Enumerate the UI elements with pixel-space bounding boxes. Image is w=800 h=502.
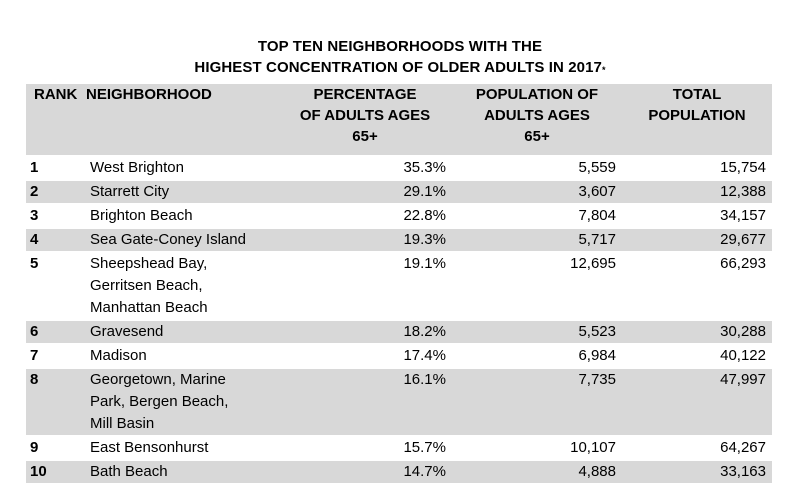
percentage-cell: 18.2% [278,320,452,345]
header-population-65-line-1: POPULATION OF [475,86,599,103]
population-65-cell: 3,607 [452,180,622,205]
table-body: 1 West Brighton 35.3% 5,559 15,754 2 Starrett … [26,156,772,485]
neighborhood-line: Gravesend [90,323,164,340]
percentage-cell: 22.8% [278,204,452,229]
rank-cell: 8 [26,368,82,437]
population-65-cell: 5,559 [452,156,622,181]
table-row: 8 Georgetown, Marine Park, Bergen Beach, Mi… [26,368,772,437]
table-row: 10 Bath Beach 14.7% 4,888 33,163 [26,460,772,485]
header-row: RANK NEIGHBORHOOD PERCENTAGE OF ADULTS A… [26,84,772,157]
total-population-cell: 64,267 [622,436,772,461]
neighborhood-line: Madison [90,347,147,364]
neighborhood-line: Sheepshead Bay, [90,255,208,272]
header-total-population: TOTAL POPULATION [622,84,772,157]
population-65-cell: 4,888 [452,460,622,485]
neighborhood-line: Mill Basin [90,415,155,432]
total-population-cell: 33,163 [622,460,772,485]
neighborhood-line: Park, Bergen Beach, [90,393,229,410]
table-row: 7 Madison 17.4% 6,984 40,122 [26,344,772,369]
table-row: 3 Brighton Beach 22.8% 7,804 34,157 [26,204,772,229]
rank-cell: 9 [26,436,82,461]
rank-cell: 4 [26,228,82,253]
table-row: 2 Starrett City 29.1% 3,607 12,388 [26,180,772,205]
percentage-cell: 14.7% [278,460,452,485]
table-row: 1 West Brighton 35.3% 5,559 15,754 [26,156,772,181]
neighborhood-line: Sea Gate-Coney Island [90,231,246,248]
total-population-cell: 12,388 [622,180,772,205]
neighborhood-cell: Brighton Beach [82,204,278,229]
title-line-2-text: HIGHEST CONCENTRATION OF OLDER ADULTS IN… [194,59,602,76]
header-percentage-line-3: 65+ [352,128,378,145]
percentage-cell: 29.1% [278,180,452,205]
header-population-65-line-2: ADULTS AGES [484,107,590,124]
neighborhood-line: Georgetown, Marine [90,371,226,388]
neighborhood-line: Manhattan Beach [90,299,208,316]
percentage-cell: 19.1% [278,252,452,321]
total-population-cell: 30,288 [622,320,772,345]
header-percentage: PERCENTAGE OF ADULTS AGES 65+ [278,84,452,157]
neighborhood-cell: Gravesend [82,320,278,345]
rank-cell: 10 [26,460,82,485]
neighborhood-line: East Bensonhurst [90,439,209,456]
neighborhoods-table: RANK NEIGHBORHOOD PERCENTAGE OF ADULTS A… [26,84,772,485]
neighborhood-line: Brighton Beach [90,207,193,224]
header-percentage-line-2: OF ADULTS AGES [299,107,431,124]
neighborhood-cell: West Brighton [82,156,278,181]
percentage-cell: 17.4% [278,344,452,369]
percentage-cell: 15.7% [278,436,452,461]
table-row: 9 East Bensonhurst 15.7% 10,107 64,267 [26,436,772,461]
rank-cell: 5 [26,252,82,321]
percentage-cell: 16.1% [278,368,452,437]
table-row: 4 Sea Gate-Coney Island 19.3% 5,717 29,677 [26,228,772,253]
percentage-cell: 19.3% [278,228,452,253]
population-65-cell: 12,695 [452,252,622,321]
rank-cell: 6 [26,320,82,345]
neighborhood-line: West Brighton [90,159,184,176]
total-population-cell: 66,293 [622,252,772,321]
header-population-65: POPULATION OF ADULTS AGES 65+ [452,84,622,157]
neighborhood-cell: Sea Gate-Coney Island [82,228,278,253]
table-row: 6 Gravesend 18.2% 5,523 30,288 [26,320,772,345]
total-population-cell: 40,122 [622,344,772,369]
population-65-cell: 7,735 [452,368,622,437]
neighborhood-cell: Georgetown, Marine Park, Bergen Beach, Mil… [82,368,278,437]
header-rank: RANK [26,84,82,157]
table-row: 5 Sheepshead Bay, Gerritsen Beach, Manhatta… [26,252,772,321]
neighborhood-cell: Starrett City [82,180,278,205]
footnote-marker: * [601,65,606,75]
neighborhood-cell: East Bensonhurst [82,436,278,461]
header-rank-label: RANK [34,86,78,103]
population-65-cell: 6,984 [452,344,622,369]
rank-cell: 7 [26,344,82,369]
percentage-cell: 35.3% [278,156,452,181]
rank-cell: 3 [26,204,82,229]
header-total-line-2: POPULATION [648,107,746,124]
neighborhood-cell: Madison [82,344,278,369]
total-population-cell: 29,677 [622,228,772,253]
neighborhood-line: Gerritsen Beach, [90,277,203,294]
neighborhood-line: Starrett City [90,183,170,200]
header-total-line-1: TOTAL [672,86,722,103]
population-65-cell: 5,717 [452,228,622,253]
rank-cell: 1 [26,156,82,181]
population-65-cell: 5,523 [452,320,622,345]
population-65-cell: 7,804 [452,204,622,229]
header-neighborhood: NEIGHBORHOOD [82,84,278,157]
header-population-65-line-3: 65+ [524,128,550,145]
neighborhood-line: Bath Beach [90,463,168,480]
total-population-cell: 15,754 [622,156,772,181]
title-line-1: TOP TEN NEIGHBORHOODS WITH THE [257,38,543,55]
table-title: TOP TEN NEIGHBORHOODS WITH THE HIGHEST C… [0,36,800,80]
title-line-2: HIGHEST CONCENTRATION OF OLDER ADULTS IN… [0,57,800,80]
neighborhood-cell: Sheepshead Bay, Gerritsen Beach, Manhattan… [82,252,278,321]
total-population-cell: 34,157 [622,204,772,229]
total-population-cell: 47,997 [622,368,772,437]
header-percentage-line-1: PERCENTAGE [313,86,417,103]
population-65-cell: 10,107 [452,436,622,461]
neighborhood-cell: Bath Beach [82,460,278,485]
header-neighborhood-label: NEIGHBORHOOD [86,86,212,103]
rank-cell: 2 [26,180,82,205]
